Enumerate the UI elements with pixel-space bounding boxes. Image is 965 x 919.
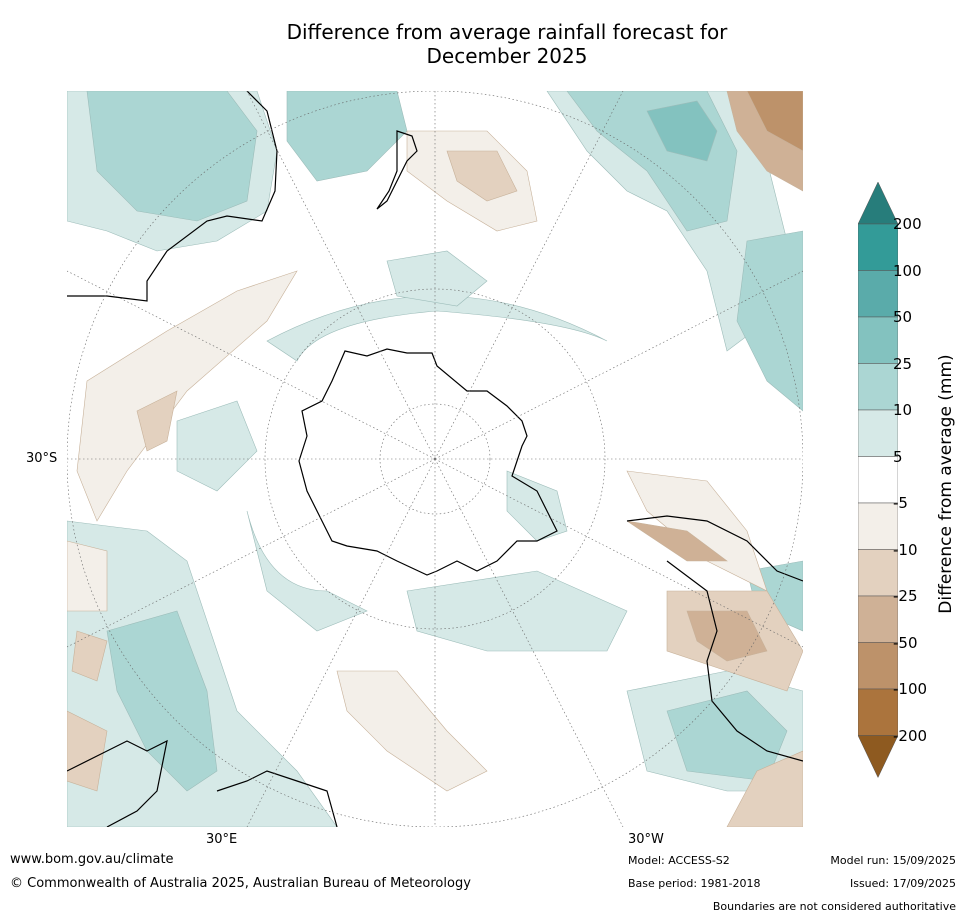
- map-svg: [67, 91, 803, 827]
- colorbar-tick-label: -200: [893, 726, 928, 745]
- colorbar-tick-label: -100: [893, 680, 928, 698]
- meridian-60w: [434, 458, 803, 648]
- colorbar-cell-5_10: [857, 409, 899, 457]
- africa-coastline-west: [67, 739, 168, 827]
- colorbar-extend-high: [857, 181, 899, 225]
- latitude-circle-60s: [264, 288, 606, 630]
- dry-anomaly-regions: [67, 91, 803, 827]
- south-america-coastline-north: [666, 560, 803, 762]
- colorbar-tick-label: 100: [893, 261, 922, 280]
- meridian-120w: [434, 270, 803, 460]
- colorbar-extend-low: [857, 735, 899, 779]
- footer-issued: Issued: 17/09/2025: [849, 877, 956, 890]
- colorbar-tick-label: -50: [893, 633, 918, 652]
- meridian-30w: [434, 458, 624, 827]
- colorbar-cell-50_100: [857, 270, 899, 318]
- colorbar-cell-gt100: [857, 223, 899, 271]
- colorbar-cell-m100_m50: [857, 642, 899, 690]
- colorbar-tick-label: 10: [893, 401, 913, 419]
- colorbar-cell-neutral: [857, 456, 899, 504]
- colorbar-tick-label: 5: [893, 447, 903, 466]
- title-line-2: December 2025: [426, 44, 588, 68]
- footer-copyright: © Commonwealth of Australia 2025, Austra…: [10, 876, 471, 891]
- new-zealand-coastline: [376, 130, 418, 210]
- colorbar-tick-label: 200: [893, 215, 922, 233]
- meridian-60e: [67, 458, 436, 648]
- latitude-label-30s: 30°S: [26, 451, 58, 466]
- meridian-30e: [246, 458, 436, 827]
- colorbar-cell-m10_m5: [857, 502, 899, 550]
- colorbar-svg: [857, 181, 899, 779]
- antarctica-coastline: [298, 348, 558, 576]
- colorbar-tick-label: -10: [893, 540, 918, 559]
- australia-coastline: [67, 91, 278, 302]
- colorbar-tick-label: -25: [893, 587, 918, 605]
- south-america-coastline-south: [626, 515, 803, 582]
- colorbar-tick-label: 25: [893, 354, 913, 373]
- longitude-label-30w: 30°W: [628, 832, 664, 847]
- coastlines: [67, 91, 803, 827]
- footer-disclaimer: Boundaries are not considered authoritat…: [712, 900, 956, 913]
- colorbar-tick-label: 50: [893, 308, 913, 326]
- colorbar-cell-m25_m10: [857, 549, 899, 597]
- meridian-150w: [434, 91, 624, 460]
- colorbar-tick-label: -5: [893, 494, 908, 512]
- colorbar-cell-25_50: [857, 316, 899, 364]
- africa-coastline-east: [216, 770, 338, 827]
- colorbar-label: Difference from average (mm): [936, 354, 956, 614]
- polar-map: [67, 91, 803, 827]
- meridian-150e: [246, 91, 436, 460]
- graticule: [67, 91, 803, 827]
- colorbar-cell-lt_m100: [857, 688, 899, 736]
- colorbar-cell-10_25: [857, 363, 899, 411]
- colorbar: [857, 181, 899, 782]
- meridian-120e: [67, 270, 436, 460]
- footer-website: www.bom.gov.au/climate: [10, 852, 174, 867]
- footer-model-run: Model run: 15/09/2025: [830, 854, 956, 867]
- title-line-1: Difference from average rainfall forecas…: [286, 20, 728, 44]
- map-title: Difference from average rainfall forecas…: [0, 20, 965, 68]
- colorbar-cell-m50_m25: [857, 595, 899, 643]
- footer-model: Model: ACCESS-S2: [628, 854, 730, 867]
- footer-base-period: Base period: 1981-2018: [628, 877, 761, 890]
- longitude-label-30e: 30°E: [206, 832, 238, 847]
- wet-anomaly-regions: [67, 91, 803, 827]
